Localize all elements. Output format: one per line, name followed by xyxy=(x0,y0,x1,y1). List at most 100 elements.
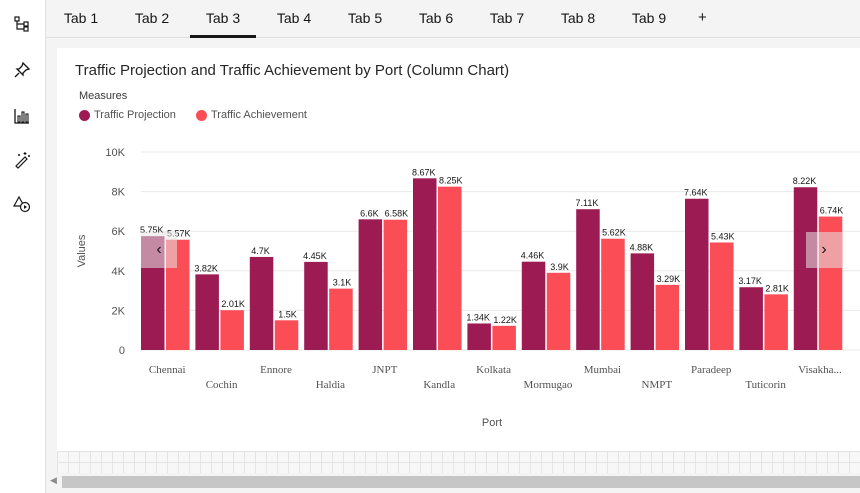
tab-5[interactable]: Tab 5 xyxy=(347,10,383,26)
bar-chart-icon[interactable] xyxy=(8,102,36,130)
bar xyxy=(655,284,680,350)
chart-title: Traffic Projection and Traffic Achieveme… xyxy=(75,62,510,79)
tab-8[interactable]: Tab 8 xyxy=(560,10,596,26)
x-tick-label: Kolkata xyxy=(476,364,511,376)
bar xyxy=(438,186,462,350)
bar xyxy=(304,261,328,350)
hierarchy-icon[interactable] xyxy=(8,10,36,38)
y-tick-label: 0 xyxy=(119,345,125,357)
data-label: 1.34K xyxy=(466,312,490,322)
scroll-left-icon[interactable]: ◀ xyxy=(50,475,57,485)
tab-1[interactable]: Tab 1 xyxy=(63,10,99,26)
canvas-grid xyxy=(57,451,860,473)
data-label: 8.67K xyxy=(412,167,436,177)
data-label: 8.25K xyxy=(439,176,463,186)
data-label: 4.45K xyxy=(303,251,327,261)
bar xyxy=(685,198,709,350)
x-tick-label: Paradeep xyxy=(691,364,732,376)
x-tick-label: Haldia xyxy=(316,379,345,391)
data-label: 3.82K xyxy=(194,263,218,273)
bar xyxy=(274,320,299,350)
bar xyxy=(739,287,763,350)
data-label: 1.5K xyxy=(278,309,297,319)
bar xyxy=(601,238,625,350)
data-label: 3.9K xyxy=(550,262,569,272)
data-label: 6.58K xyxy=(385,209,409,219)
tab-7[interactable]: Tab 7 xyxy=(489,10,525,26)
bar xyxy=(521,261,546,350)
bar xyxy=(383,219,408,350)
bar xyxy=(546,272,571,350)
data-label: 5.57K xyxy=(167,229,191,239)
x-axis-title: Port xyxy=(482,417,502,429)
chart-prev-button[interactable]: ‹ xyxy=(141,232,177,268)
tab-9[interactable]: Tab 9 xyxy=(631,10,667,26)
data-label: 3.29K xyxy=(657,274,681,284)
data-label: 6.74K xyxy=(820,206,844,216)
data-label: 7.11K xyxy=(576,198,599,208)
bar xyxy=(793,187,818,350)
data-label: 3.17K xyxy=(738,276,762,286)
data-label: 5.62K xyxy=(602,228,626,238)
tab-2[interactable]: Tab 2 xyxy=(134,10,170,26)
magic-wand-icon[interactable] xyxy=(8,146,36,174)
tab-3[interactable]: Tab 3 xyxy=(190,0,256,38)
bar xyxy=(467,323,491,350)
data-label: 4.7K xyxy=(251,246,270,256)
legend-swatch-projection xyxy=(79,109,90,121)
column-chart: 0 2K 4K 6K 8K 10K Values 5.75K 5.57K Chennai 3.82K… xyxy=(76,147,860,429)
y-tick-label: 2K xyxy=(112,305,126,317)
data-label: 6.6K xyxy=(360,208,379,218)
x-tick-label: Cochin xyxy=(206,379,238,391)
bar xyxy=(220,310,244,350)
bar xyxy=(492,325,516,350)
bar xyxy=(576,209,600,350)
tab-4[interactable]: Tab 4 xyxy=(276,10,312,26)
data-label: 7.64K xyxy=(684,188,708,198)
chart-next-button[interactable]: › xyxy=(806,232,842,268)
y-tick-label: 6K xyxy=(112,226,126,238)
data-label: 4.46K xyxy=(521,251,545,261)
tab-bar: Tab 1 Tab 2 Tab 3 Tab 4 Tab 5 Tab 6 Tab … xyxy=(46,0,860,38)
bar xyxy=(764,294,788,350)
data-label: 2.01K xyxy=(221,299,245,309)
legend-item-achievement[interactable]: Traffic Achievement xyxy=(196,107,307,123)
x-tick-label: JNPT xyxy=(372,364,397,376)
bar xyxy=(329,288,353,350)
chevron-right-icon: › xyxy=(821,241,827,258)
shapes-play-icon[interactable] xyxy=(8,190,36,218)
bar xyxy=(249,256,274,350)
x-tick-label: Ennore xyxy=(260,364,292,376)
bar xyxy=(413,178,437,350)
x-tick-label: NMPT xyxy=(642,379,673,391)
y-tick-label: 4K xyxy=(112,266,126,278)
y-tick-label: 10K xyxy=(105,147,125,159)
bar xyxy=(710,242,734,350)
x-tick-label: Mormugao xyxy=(524,379,573,391)
y-axis-title: Values xyxy=(76,234,88,267)
x-tick-label: Mumbai xyxy=(584,364,621,376)
bar xyxy=(358,219,383,350)
add-tab-button[interactable]: + xyxy=(698,9,707,26)
data-label: 1.22K xyxy=(493,315,517,325)
chevron-left-icon: ‹ xyxy=(156,241,162,258)
x-tick-label: Kandla xyxy=(423,379,455,391)
legend-item-projection[interactable]: Traffic Projection xyxy=(79,107,176,123)
legend-label-achievement: Traffic Achievement xyxy=(211,109,307,121)
data-label: 5.75K xyxy=(140,225,164,235)
x-tick-label: Chennai xyxy=(149,364,186,376)
legend-label-projection: Traffic Projection xyxy=(94,109,176,121)
legend-swatch-achievement xyxy=(196,109,207,121)
horizontal-scrollbar[interactable]: ◀ xyxy=(46,473,860,493)
left-toolbar xyxy=(0,0,46,493)
scrollbar-thumb[interactable] xyxy=(62,476,860,488)
y-tick-label: 8K xyxy=(112,187,126,199)
legend-title: Measures xyxy=(79,90,128,102)
tab-6[interactable]: Tab 6 xyxy=(418,10,454,26)
data-label: 3.1K xyxy=(333,278,352,288)
x-tick-label: Tuticorin xyxy=(745,379,786,391)
data-label: 4.88K xyxy=(630,242,654,252)
pin-icon[interactable] xyxy=(8,56,36,84)
data-label: 5.43K xyxy=(711,231,735,241)
bar xyxy=(195,274,219,350)
